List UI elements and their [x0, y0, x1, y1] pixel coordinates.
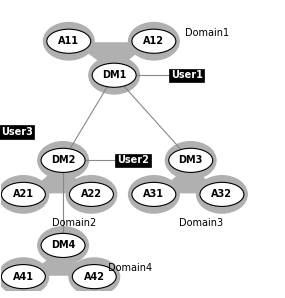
Polygon shape	[159, 164, 217, 193]
Ellipse shape	[89, 57, 139, 94]
Text: A32: A32	[211, 189, 232, 199]
Ellipse shape	[132, 182, 176, 207]
Ellipse shape	[69, 258, 120, 295]
Ellipse shape	[66, 176, 117, 213]
Text: User1: User1	[171, 70, 203, 80]
Text: User3: User3	[1, 127, 32, 137]
Text: A41: A41	[13, 271, 34, 282]
Ellipse shape	[41, 148, 85, 173]
Text: DM4: DM4	[51, 240, 75, 250]
Text: A12: A12	[143, 36, 164, 46]
Ellipse shape	[0, 176, 49, 213]
Ellipse shape	[44, 23, 94, 60]
Text: Domain2: Domain2	[52, 218, 96, 228]
Ellipse shape	[38, 227, 88, 264]
Ellipse shape	[38, 142, 88, 179]
Ellipse shape	[169, 148, 213, 173]
Ellipse shape	[197, 176, 247, 213]
Text: Domain4: Domain4	[109, 263, 152, 273]
Text: A31: A31	[143, 189, 164, 199]
Text: A11: A11	[58, 36, 79, 46]
Text: Domain1: Domain1	[185, 28, 229, 38]
Ellipse shape	[1, 182, 45, 207]
Ellipse shape	[165, 142, 216, 179]
Text: A21: A21	[13, 189, 34, 199]
Text: Domain3: Domain3	[179, 218, 223, 228]
Ellipse shape	[132, 29, 176, 53]
Polygon shape	[29, 249, 89, 275]
Text: DM1: DM1	[102, 70, 126, 80]
Text: User2: User2	[117, 155, 149, 165]
Ellipse shape	[129, 176, 179, 213]
Ellipse shape	[1, 265, 45, 289]
Ellipse shape	[72, 265, 116, 289]
Ellipse shape	[129, 23, 179, 60]
Text: A42: A42	[84, 271, 105, 282]
Polygon shape	[75, 43, 148, 72]
Ellipse shape	[92, 63, 136, 87]
Text: DM2: DM2	[51, 155, 75, 165]
Ellipse shape	[70, 182, 113, 207]
Ellipse shape	[41, 233, 85, 257]
Ellipse shape	[47, 29, 91, 53]
Ellipse shape	[200, 182, 244, 207]
Text: DM3: DM3	[178, 155, 203, 165]
Text: A22: A22	[81, 189, 102, 199]
Polygon shape	[29, 164, 87, 193]
Ellipse shape	[0, 258, 49, 295]
